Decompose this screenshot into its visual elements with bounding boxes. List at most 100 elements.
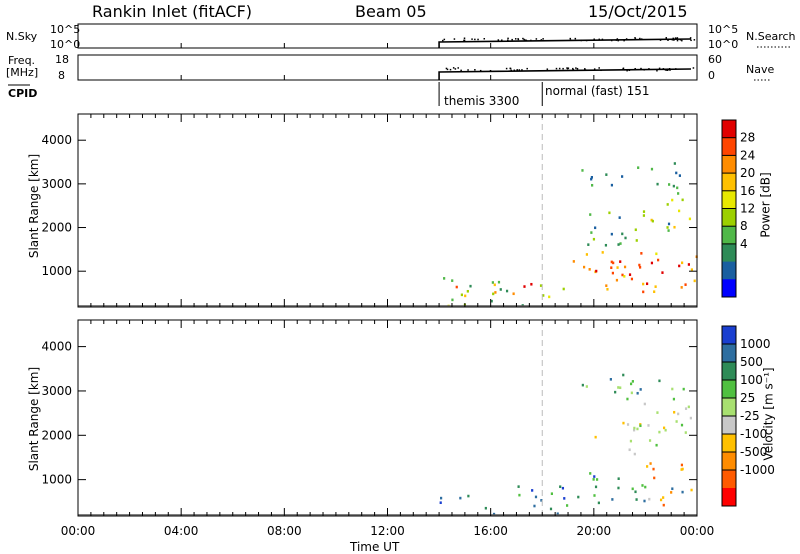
status-dot xyxy=(622,68,624,71)
data-cell xyxy=(588,268,591,271)
colorbar-segment xyxy=(722,120,736,139)
data-cell xyxy=(592,237,596,241)
data-cell xyxy=(540,499,543,502)
status-dot xyxy=(665,68,668,71)
status-dot xyxy=(640,67,642,70)
colorbar-tick-label: 500 xyxy=(740,355,763,369)
data-cell xyxy=(619,386,622,390)
status-trace-1 xyxy=(438,68,692,80)
status-dot xyxy=(593,38,595,41)
status-dot xyxy=(569,37,572,40)
data-cell xyxy=(667,229,670,232)
y-tick-label: 3000 xyxy=(41,384,72,398)
status-dot xyxy=(648,68,650,70)
colorbar-segment xyxy=(722,326,736,345)
data-cell xyxy=(666,203,669,206)
data-cell xyxy=(650,218,653,222)
colorbar-tick-label: 12 xyxy=(740,202,755,216)
status-dot xyxy=(474,38,476,41)
status-dot xyxy=(479,69,482,72)
colorbar-tick-label: -1000 xyxy=(740,463,775,477)
data-cell xyxy=(681,198,684,202)
y-tick-label: 1000 xyxy=(41,264,72,278)
status-dot xyxy=(693,39,696,41)
data-cell xyxy=(617,386,620,389)
status-dot xyxy=(593,68,596,70)
data-cell xyxy=(654,285,657,288)
status-dot xyxy=(598,38,600,41)
status-dot xyxy=(542,38,544,40)
status-dot xyxy=(446,68,449,71)
data-cell xyxy=(666,226,669,229)
x-tick-label: 00:00 xyxy=(61,524,96,538)
data-cell xyxy=(684,431,687,434)
data-cell xyxy=(673,410,676,414)
data-cell xyxy=(443,277,446,280)
status-dot xyxy=(514,38,517,40)
status-dot xyxy=(463,39,465,42)
status-dot xyxy=(610,39,613,42)
colorbar-tick-label: 16 xyxy=(740,184,755,198)
data-cell xyxy=(609,378,612,381)
data-cell xyxy=(682,387,685,391)
status-dot xyxy=(681,39,683,42)
data-cell xyxy=(493,283,496,287)
nave-tick-top: 60 xyxy=(708,53,722,66)
data-cell xyxy=(623,265,627,269)
data-cell xyxy=(604,243,608,247)
data-cell xyxy=(563,497,566,500)
data-cell xyxy=(594,226,597,230)
data-cell xyxy=(464,294,467,298)
status-dot xyxy=(692,67,695,69)
data-cell xyxy=(562,287,565,291)
status-dot xyxy=(672,37,674,40)
data-cell xyxy=(678,209,681,213)
colorbar-segment xyxy=(722,279,736,298)
y-tick-label: 3000 xyxy=(41,177,72,191)
status-dot xyxy=(505,67,508,70)
y-tick-label: 2000 xyxy=(41,221,72,235)
status-dot xyxy=(689,37,692,39)
data-cell xyxy=(642,290,645,294)
data-cell xyxy=(650,167,654,171)
colorbar-tick-label: 8 xyxy=(740,219,748,233)
data-cell xyxy=(618,216,621,219)
colorbar-tick-label: 100 xyxy=(740,373,763,387)
data-cell xyxy=(678,174,681,177)
x-tick-label: 16:00 xyxy=(473,524,508,538)
data-cell xyxy=(635,498,638,501)
status-dot xyxy=(517,38,520,41)
data-cell xyxy=(494,291,497,294)
colorbar-tick-label: -25 xyxy=(740,409,760,423)
status-dot xyxy=(513,69,516,72)
status-dot xyxy=(666,69,669,71)
data-cell xyxy=(676,186,679,190)
status-dot xyxy=(567,67,570,69)
data-cell xyxy=(466,289,469,293)
data-cell xyxy=(626,397,629,401)
status-dot xyxy=(509,67,512,70)
freq-unit: [MHz] xyxy=(6,66,39,79)
colorbar-tick-label: 1000 xyxy=(740,337,771,351)
status-dot xyxy=(523,38,525,41)
data-cell xyxy=(610,266,613,270)
colorbar-tick-label: 25 xyxy=(740,391,755,405)
status-dot xyxy=(510,69,513,72)
data-cell xyxy=(523,285,526,288)
data-cell xyxy=(684,283,687,286)
status-trace-0 xyxy=(438,38,692,48)
data-cell xyxy=(643,499,646,503)
data-cell xyxy=(550,492,553,496)
data-cell xyxy=(693,279,696,283)
y-tick-label: 2000 xyxy=(41,428,72,442)
data-cell xyxy=(565,504,569,507)
data-cell xyxy=(624,236,627,240)
data-cell xyxy=(636,427,639,431)
status-dot xyxy=(522,37,524,40)
data-cell xyxy=(530,282,533,286)
data-cell xyxy=(577,495,580,499)
data-cell xyxy=(610,232,613,236)
data-cell xyxy=(687,405,690,409)
freq-tick-bottom: 8 xyxy=(58,69,65,82)
data-cell xyxy=(628,448,631,452)
